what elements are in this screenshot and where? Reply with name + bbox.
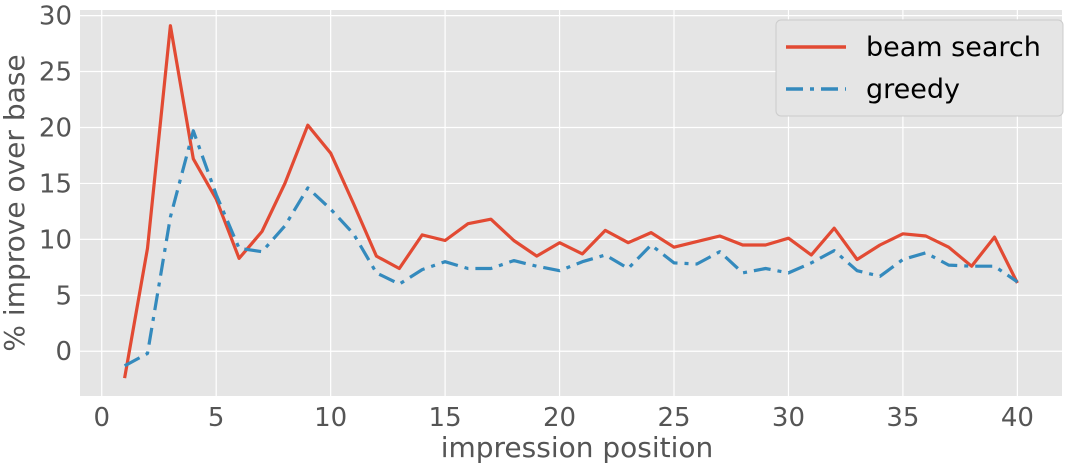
x-tick-label: 30 <box>772 403 805 433</box>
x-tick-labels: 0 5 10 15 20 25 30 35 40 <box>93 403 1033 433</box>
x-tick-label: 0 <box>93 403 110 433</box>
legend-box <box>775 19 1064 117</box>
legend-label: beam search <box>866 32 1041 63</box>
series-line-beam-search <box>123 24 1019 379</box>
y-tick-label: 25 <box>39 58 72 88</box>
y-tick-label: 15 <box>39 169 72 199</box>
series-line-greedy <box>123 129 1019 368</box>
y-axis-label: % improve over base <box>0 54 31 351</box>
x-tick-label: 35 <box>886 403 919 433</box>
y-tick-label: 10 <box>39 225 72 255</box>
y-tick-label: 0 <box>55 337 72 367</box>
y-tick-label: 5 <box>55 281 72 311</box>
legend-label: greedy <box>866 74 960 105</box>
x-tick-label: 25 <box>657 403 690 433</box>
x-tick-label: 15 <box>429 403 462 433</box>
x-tick-label: 5 <box>208 403 225 433</box>
x-tick-label: 20 <box>543 403 576 433</box>
y-tick-label: 30 <box>39 2 72 32</box>
x-tick-label: 40 <box>1001 403 1034 433</box>
series-layer <box>123 24 1019 379</box>
y-tick-labels: 0 5 10 15 20 25 30 <box>39 2 72 368</box>
x-tick-label: 10 <box>314 403 347 433</box>
x-axis-label: impression position <box>441 431 714 464</box>
legend: beam search greedy <box>775 19 1064 117</box>
y-tick-label: 20 <box>39 113 72 143</box>
